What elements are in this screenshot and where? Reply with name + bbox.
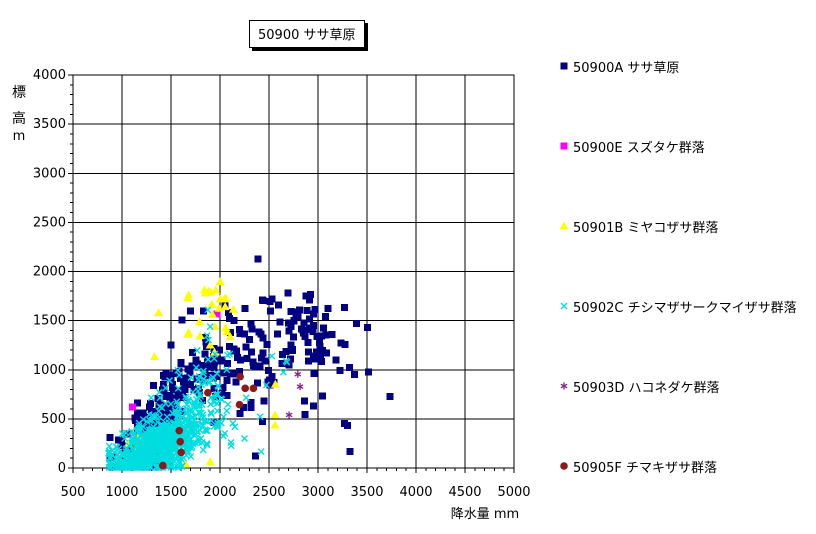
legend-item-50901B: 50901B ミヤコザサ群落	[558, 218, 719, 236]
y-tick-label: 500	[41, 412, 66, 427]
legend-label: 50903D ハコネダケ群落	[573, 380, 720, 396]
x-tick-label: 3000	[301, 485, 334, 500]
y-tick-label: 3500	[33, 117, 66, 132]
y-axis-title: 標 高 m	[6, 86, 32, 143]
y-tick-label: 4000	[33, 68, 66, 83]
y-axis-title-char: 標	[12, 85, 26, 101]
x-tick-label: 3500	[350, 485, 383, 500]
series-50900E-points	[128, 310, 221, 411]
y-tick-label: 1000	[33, 363, 66, 378]
x-tick-label: 4500	[448, 485, 481, 500]
y-tick-label: 2500	[33, 215, 66, 230]
y-tick-labels: 0 500 1000 1500 2000 2500 3000 3500 4000	[33, 68, 66, 476]
y-axis-title-char: m	[12, 129, 26, 144]
legend-marker-square-icon	[560, 142, 568, 150]
legend-marker-x-icon	[560, 302, 568, 310]
x-tick-label: 1500	[154, 485, 187, 500]
x-tick-label: 1000	[105, 485, 138, 500]
legend-label: 50900E スズタケ群落	[573, 140, 705, 156]
legend-item-50905F: 50905F チマキザサ群落	[558, 458, 717, 476]
x-tick-label: 4000	[399, 485, 432, 500]
legend-item-50902C: 50902C チシマザサークマイザサ群落	[558, 298, 797, 316]
y-tick-label: 1500	[33, 314, 66, 329]
legend-label: 50900A ササ草原	[573, 60, 680, 76]
legend-item-50900E: 50900E スズタケ群落	[558, 138, 705, 156]
series-50905F-points	[159, 372, 258, 470]
x-tick-label: 500	[61, 485, 86, 500]
legend-item-50903D: 50903D ハコネダケ群落	[558, 378, 720, 396]
legend-marker-circle-icon	[560, 462, 568, 470]
y-axis-title-char: 高	[12, 111, 26, 127]
x-tick-label: 5000	[497, 485, 530, 500]
legend-label: 50905F チマキザサ群落	[573, 460, 717, 476]
gridlines	[73, 75, 514, 468]
legend-marker-asterisk-icon	[560, 382, 568, 390]
y-tick-label: 2000	[33, 265, 66, 280]
y-tick-label: 3000	[33, 166, 66, 181]
series-50903D-points	[285, 370, 304, 419]
x-tick-label: 2500	[252, 485, 285, 500]
legend-label: 50901B ミヤコザサ群落	[573, 220, 719, 236]
y-tick-label: 0	[58, 461, 66, 476]
chart-title: 50900 ササ草原	[249, 20, 365, 48]
x-axis-title: 降水量 mm	[450, 507, 520, 522]
legend-label: 50902C チシマザサークマイザサ群落	[573, 300, 797, 316]
legend-item-50900A: 50900A ササ草原	[558, 58, 680, 76]
x-tick-labels: 500 1000 1500 2000 2500 3000 3500 4000 4500 5000	[61, 485, 531, 500]
legend-marker-triangle-icon	[559, 221, 569, 230]
legend-marker-square-icon	[560, 62, 568, 70]
x-tick-label: 2000	[203, 485, 236, 500]
